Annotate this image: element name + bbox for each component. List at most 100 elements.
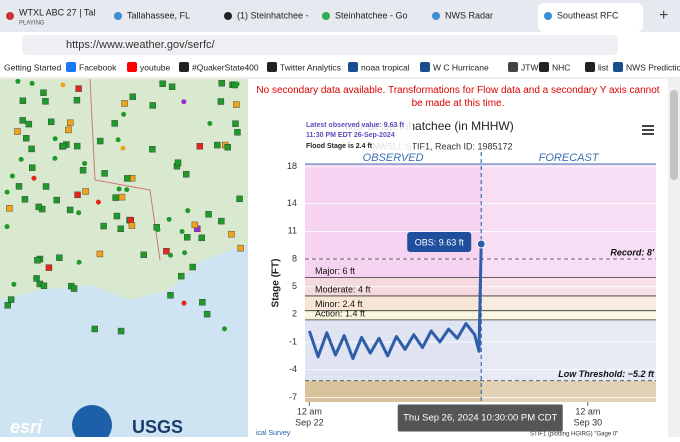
gauge-marker [9,173,15,179]
tab-title[interactable]: Southeast RFC [557,10,619,20]
tooltip-box [407,231,472,252]
gauge-marker [45,264,53,271]
gauge-marker [113,212,121,220]
y-axis-label: Stage (FT) [271,259,282,308]
tab-title[interactable]: Tallahassee, FL [127,10,190,20]
gauge-marker [29,80,35,86]
usgs-logo: USGS [132,417,183,437]
gauge-marker [124,187,130,193]
gauge-marker [79,167,87,174]
bookmark[interactable]: youtube [140,62,171,72]
gauge-marker [217,98,225,105]
y-tick-label: 2 [292,309,297,319]
gauge-marker [42,183,50,190]
map: esri USGS [0,78,248,442]
gauge-marker [75,85,82,92]
gauge-marker [189,263,196,271]
gauge-marker [124,175,131,182]
bookmark[interactable]: Twitter Analytics [280,62,341,72]
noaa-logo [72,405,112,442]
gauge-marker [19,97,27,104]
gauge-marker [96,137,104,145]
bookmark[interactable]: Getting Started [4,62,61,72]
gauge-marker [140,251,147,259]
y-tick-label: 18 [287,161,297,171]
bookmark-icon [420,62,430,72]
gauge-marker [4,189,10,195]
gauge-marker [59,142,67,150]
tab-icon [6,12,14,20]
stage-band [305,380,656,402]
active-tab[interactable] [538,3,643,32]
bookmark[interactable]: NWS Predictio [626,62,680,72]
flood-stage: Flood Stage is 2.4 ft [306,143,373,150]
gauge-marker [232,120,239,127]
bookmark[interactable]: Facebook [79,62,117,72]
gauge-marker [34,257,41,264]
gauge-marker [219,218,225,224]
bookmark[interactable]: #QuakerState400 [192,62,259,72]
chart-subtitle: NWSLI: STIF1, Reach ID: 1985172 [372,141,513,151]
tab-title[interactable]: (1) Steinhatchee - [237,10,309,20]
gauge-marker [19,117,26,124]
gauge-marker [185,208,191,214]
bookmark[interactable]: JTWC [521,62,545,72]
bookmark[interactable]: noaa tropical [361,62,410,72]
new-tab[interactable]: + [659,7,668,24]
tab-title[interactable]: WTXL ABC 27 | Tal [19,7,95,17]
url: https://www.weather.gov/serfc/ [66,39,216,51]
gauge-marker [163,247,170,255]
series-line [307,243,483,361]
tab-title[interactable]: Steinhatchee - Go [335,10,408,20]
gauge-marker [191,221,199,229]
gauge-marker [76,259,82,265]
gauge-marker [76,210,82,216]
tab-title[interactable]: NWS Radar [445,10,493,20]
gauge-marker [128,222,136,229]
gauge-marker [181,99,187,105]
gauge-marker [120,145,126,151]
credit: ical Survey [256,430,291,437]
y-tick-label: 5 [292,281,297,291]
gauge-marker [95,199,101,205]
bookmark[interactable]: W C Hurricane [433,62,489,72]
footer-note: STIF1 (plotting HGIRG) "Gage 0" [530,432,618,437]
notice-box: No secondary data available. Transformat… [256,85,660,109]
x-tick-label: Sep 30 [574,417,603,427]
gauge-marker [33,275,40,282]
gauge-marker [18,156,24,162]
gauge-marker [60,82,66,88]
notice: No secondary data available. Transformat… [256,85,660,109]
gauge-marker [233,101,240,108]
x-tick-label: 12 am [297,406,322,416]
bookmark-icon [613,62,623,72]
scroll-thumb[interactable] [670,90,678,180]
gauge-marker [167,292,174,299]
x-tick-label: 12 am [575,406,600,416]
url-bar[interactable] [22,35,618,55]
gauge-marker [40,89,47,96]
bookmark[interactable]: NHC [552,62,570,72]
gauge-marker [47,118,55,126]
bookmark[interactable]: list [598,62,609,72]
gauge-marker [237,244,244,252]
section-label: OBSERVED [363,152,424,164]
menu-icon[interactable] [642,125,654,127]
gauge-marker [168,252,174,258]
gauge-marker [31,175,37,181]
forecast-shade [481,164,656,402]
menu-icon[interactable] [642,133,654,135]
obs-point[interactable] [476,239,486,249]
gauge-marker [203,310,211,318]
gauge-marker [112,194,119,201]
gauge-marker [149,102,156,109]
gauge-marker [28,145,35,153]
y-tick-label: 11 [288,226,297,236]
bookmark-icon [179,62,189,72]
menu-icon[interactable] [642,129,654,131]
gauge-marker [56,254,63,261]
data-label: OBS: 9.63 ft [415,237,465,247]
threshold-label: Minor: 2.4 ft [315,299,363,309]
